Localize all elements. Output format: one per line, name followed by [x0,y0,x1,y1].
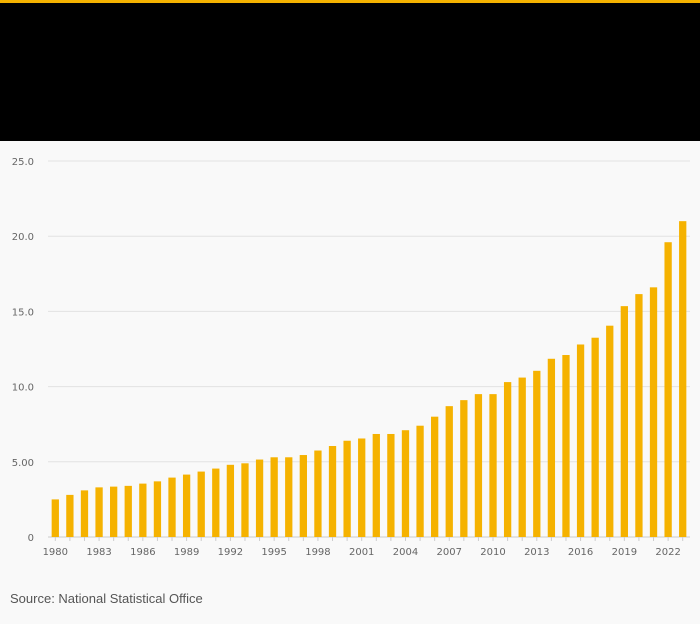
x-tick-label: 1989 [174,547,199,558]
y-tick-label: 20.0 [12,232,34,243]
bar-1987 [153,481,162,537]
x-tick-label: 2010 [480,547,505,558]
x-tick-label: 2001 [349,547,374,558]
bar-1986 [139,483,147,537]
source-note: Source: National Statistical Office [10,591,203,606]
bar-1993 [241,463,249,537]
bar-2016 [576,344,585,537]
bar-2019 [620,306,628,537]
bar-1988 [168,477,176,537]
bar-1995 [270,457,278,537]
bar-2000 [343,440,351,537]
header-block [0,3,700,141]
x-tick-label: 2022 [655,547,680,558]
bar-2022 [664,242,672,537]
y-tick-label: 25.0 [12,157,34,168]
bar-chart: 0 5.00 10.0 15.0 20.0 25.0 1980 1983 1986 1989 199… [12,157,690,558]
bar-2023 [679,221,687,537]
x-tick-label: 2004 [393,547,418,558]
bar-2018 [606,325,614,537]
bar-2005 [416,425,424,537]
bar-2001 [358,438,366,537]
bar-1992 [226,464,235,537]
x-tick-label: 1998 [305,547,330,558]
bar-2004 [401,430,410,537]
bar-1980 [51,499,59,537]
x-tick-label: 1983 [86,547,111,558]
x-tick-label: 1980 [43,547,68,558]
bar-1985 [124,485,132,537]
top-accent-bar [0,0,700,3]
y-tick-label: 15.0 [12,307,34,318]
bar-1997 [299,455,307,537]
y-tick-label: 5.00 [12,458,34,469]
bar-2011 [503,382,512,537]
bar-1994 [255,459,264,537]
x-tick-label: 2007 [437,547,462,558]
bar-2009 [474,394,483,537]
x-tick-label: 2019 [612,547,637,558]
bar-2012 [518,377,526,537]
x-tick-label: 1992 [218,547,243,558]
bar-2008 [460,400,468,537]
bar-2014 [547,358,556,537]
bar-2020 [635,294,643,537]
bar-1982 [80,490,89,537]
bar-1991 [212,468,220,537]
bar-2013 [533,370,541,537]
chart-area: 0 5.00 10.0 15.0 20.0 25.0 1980 1983 1986 1989 199… [0,141,700,571]
bar-1990 [197,471,205,537]
bar-1983 [95,487,103,537]
bar-1989 [182,474,191,537]
bar-1981 [66,494,74,537]
bar-1996 [285,457,293,537]
bar-2006 [431,416,439,537]
bar-2015 [562,355,570,537]
x-tick-label: 2016 [568,547,593,558]
bar-2010 [489,394,497,537]
y-tick-label: 0 [28,533,34,544]
x-tick-label: 1986 [130,547,155,558]
bar-1984 [110,486,118,537]
bar-2007 [445,406,453,537]
bar-1999 [328,446,337,537]
bar-2017 [591,337,599,537]
x-tick-label: 1995 [261,547,286,558]
bar-1998 [314,450,322,537]
y-tick-label: 10.0 [12,383,34,394]
x-tick-label: 2013 [524,547,549,558]
bar-2003 [387,433,395,537]
bar-2002 [372,433,380,537]
bar-2021 [649,287,658,537]
